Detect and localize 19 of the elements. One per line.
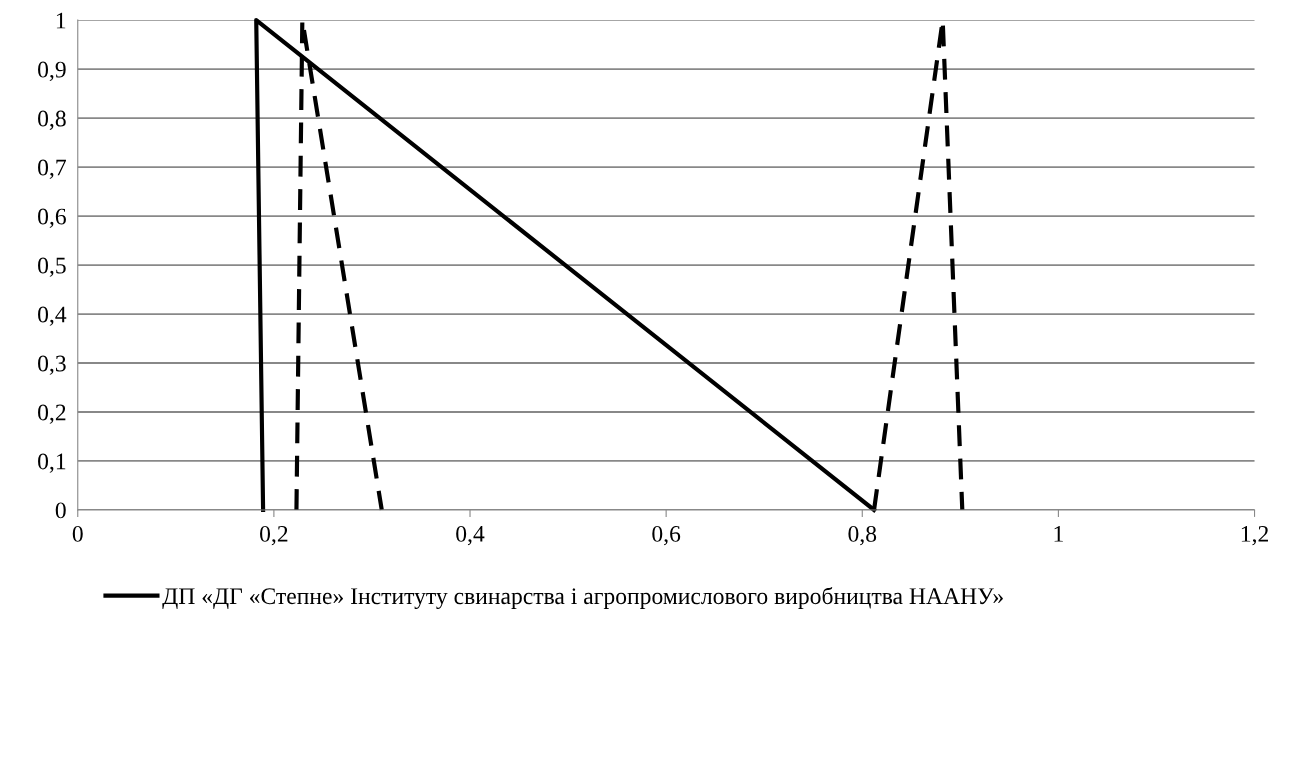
y-tick-label: 0,1: [38, 453, 66, 473]
y-tick-label: 0,7: [38, 159, 66, 179]
y-tick-label: 0,4: [38, 306, 67, 326]
y-tick-label: 0,6: [38, 208, 66, 228]
x-tick-label: 0,4: [456, 525, 485, 546]
y-tick-label: 0: [55, 502, 66, 519]
legend-label: ДП «ДГ «Степне» Інституту свинарства і агропромислового виробництва НААНУ»: [162, 587, 1003, 609]
x-tick-label: 0: [72, 525, 83, 542]
y-tick-label: 0,8: [38, 110, 66, 130]
x-tick-label: 0,2: [260, 525, 288, 546]
y-tick-label: 0,5: [38, 257, 66, 277]
y-tick-label: 0,9: [38, 61, 66, 81]
x-tick-label: 0,8: [848, 525, 877, 546]
y-tick-label: 0,2: [38, 404, 66, 424]
y-tick-label: 1: [56, 12, 66, 29]
x-tick-label: 1: [1054, 526, 1063, 542]
x-tick-label: 1,2: [1241, 525, 1268, 546]
x-tick-label: 0,6: [652, 525, 681, 546]
y-tick-label: 0,3: [38, 355, 66, 375]
